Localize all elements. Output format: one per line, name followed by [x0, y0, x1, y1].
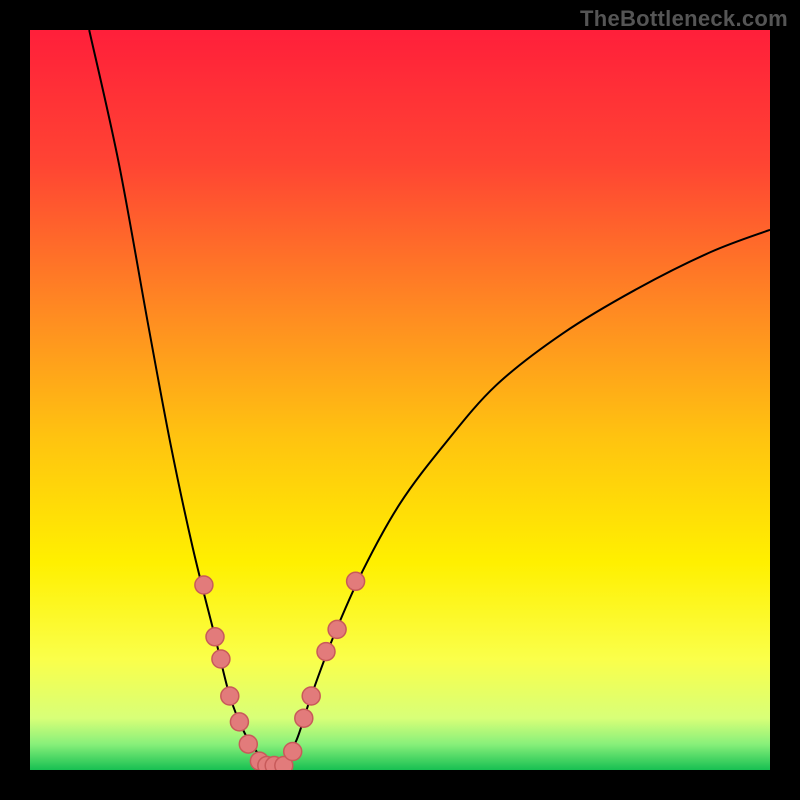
chart-svg: [0, 0, 800, 800]
chart-container: [0, 0, 800, 800]
plot-background: [30, 30, 770, 770]
data-marker: [221, 687, 239, 705]
data-marker: [284, 743, 302, 761]
data-marker: [302, 687, 320, 705]
data-marker: [212, 650, 230, 668]
data-marker: [328, 620, 346, 638]
watermark-text: TheBottleneck.com: [580, 6, 788, 32]
data-marker: [295, 709, 313, 727]
data-marker: [347, 572, 365, 590]
data-marker: [195, 576, 213, 594]
data-marker: [230, 713, 248, 731]
data-marker: [239, 735, 257, 753]
data-marker: [206, 628, 224, 646]
data-marker: [317, 643, 335, 661]
